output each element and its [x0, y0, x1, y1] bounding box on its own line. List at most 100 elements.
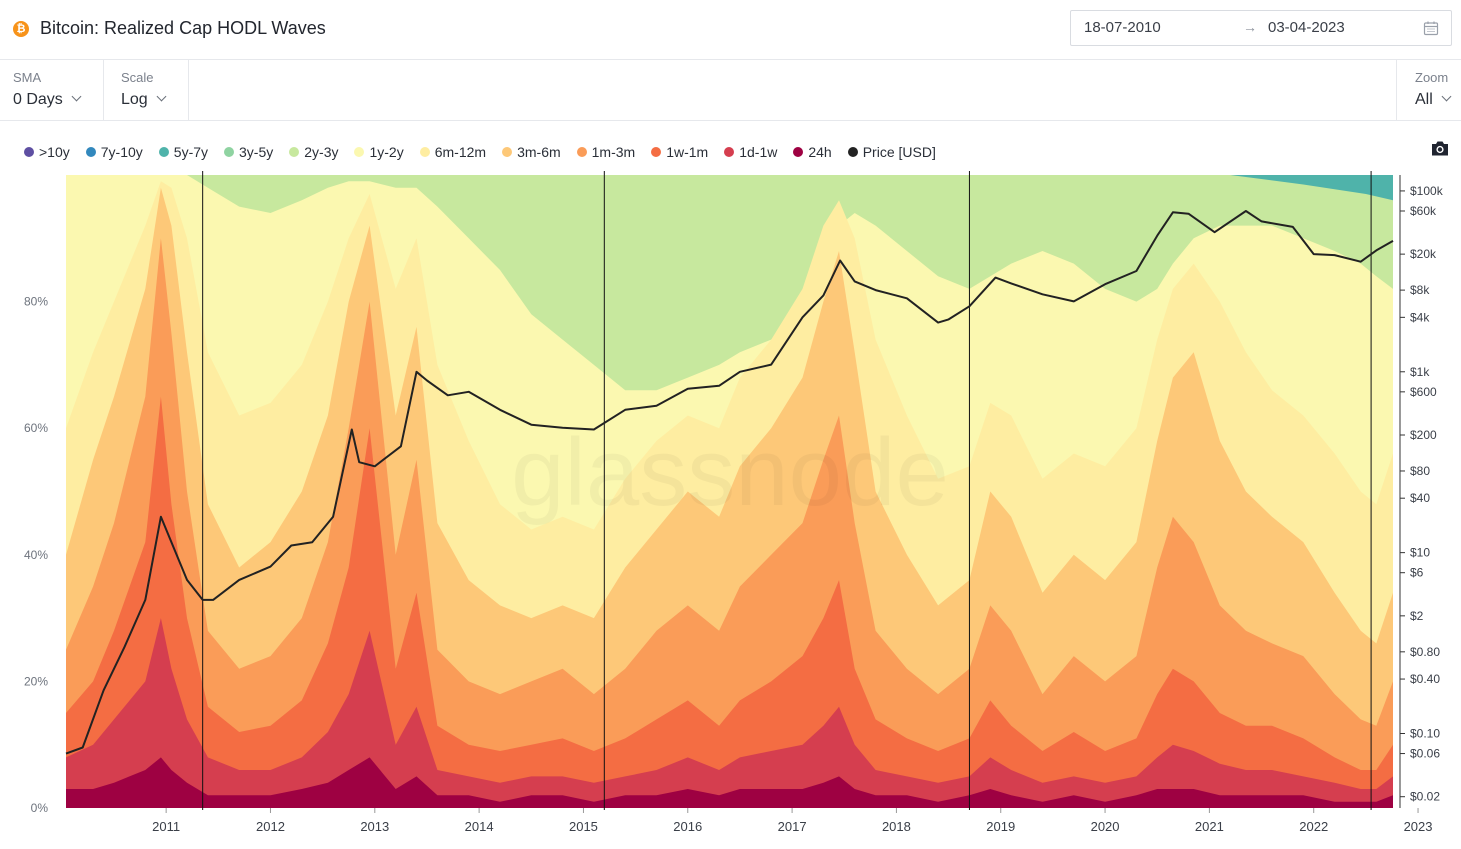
y-right-tick-label: $100k: [1410, 184, 1444, 198]
x-tick-label: 2022: [1299, 819, 1328, 834]
page-title: Bitcoin: Realized Cap HODL Waves: [40, 18, 326, 38]
legend-item[interactable]: >10y: [24, 144, 70, 160]
chevron-down-icon: [1441, 91, 1452, 102]
camera-icon[interactable]: [1430, 140, 1450, 157]
legend-label: 1w-1m: [666, 144, 709, 160]
x-tick-label: 2021: [1195, 819, 1224, 834]
y-right-tick-label: $0.06: [1410, 747, 1440, 761]
y-right-tick-label: $0.02: [1410, 790, 1440, 804]
y-right-tick-label: $0.10: [1410, 726, 1440, 740]
zoom-label: Zoom: [1415, 70, 1449, 85]
y-right-tick-label: $4k: [1410, 310, 1430, 324]
y-right-tick-label: $10: [1410, 546, 1430, 560]
y-left-tick-label: 0%: [31, 801, 49, 815]
y-right-tick-label: $2: [1410, 609, 1424, 623]
old-cohort-bands: [1230, 175, 1393, 201]
band-24h: [66, 757, 1393, 808]
sma-value[interactable]: 0 Days: [13, 91, 82, 109]
band-5y-7y: [1230, 175, 1393, 201]
legend-label: 1y-2y: [369, 144, 404, 160]
legend-label: 3y-5y: [239, 144, 274, 160]
calendar-icon[interactable]: [1423, 20, 1439, 36]
legend-dot: [724, 147, 735, 157]
x-tick-label: 2016: [673, 819, 702, 834]
legend-label: 1d-1w: [739, 144, 778, 160]
y-right-tick-label: $8k: [1410, 283, 1430, 297]
x-tick-label: 2013: [360, 819, 389, 834]
legend-dot: [419, 147, 430, 157]
chevron-down-icon: [71, 91, 82, 102]
legend-item[interactable]: 5y-7y: [158, 144, 208, 160]
legend-item[interactable]: 1m-3m: [576, 144, 636, 160]
y-right-tick-label: $200: [1410, 428, 1437, 442]
legend-label: 24h: [808, 144, 832, 160]
x-tick-label: 2015: [569, 819, 598, 834]
y-right-tick-label: $80: [1410, 464, 1430, 478]
y-left-tick-label: 40%: [24, 548, 48, 562]
y-right-tick-label: $0.40: [1410, 672, 1440, 686]
legend-label: 6m-12m: [434, 144, 487, 160]
chart-legend: >10y 7y-10y 5y-7y 3y-5y 2y-3y 1y-2y 6m-12m 3m-6…: [24, 142, 952, 162]
legend-dot: [289, 147, 300, 157]
legend-dot: [651, 147, 662, 157]
sma-label: SMA: [13, 70, 42, 85]
legend-dot: [85, 147, 96, 157]
zoom-selector[interactable]: Zoom All: [1396, 60, 1461, 120]
zoom-value[interactable]: All: [1415, 91, 1452, 109]
band-1w-1m: [66, 396, 1393, 808]
legend-dot: [224, 147, 235, 157]
scale-selector[interactable]: Scale Log: [104, 60, 189, 120]
sma-selector[interactable]: SMA 0 Days: [0, 60, 104, 120]
legend-item[interactable]: 1d-1w: [724, 144, 777, 160]
legend-item[interactable]: 3m-6m: [502, 144, 561, 160]
legend-item[interactable]: 1w-1m: [651, 144, 708, 160]
legend-dot: [847, 147, 858, 157]
legend-item[interactable]: 24h: [793, 144, 832, 160]
sma-value-text: 0 Days: [13, 91, 63, 108]
price-line: [65, 210, 1394, 755]
legend-dot: [158, 147, 169, 157]
legend-dot: [576, 147, 587, 157]
legend-item[interactable]: 6m-12m: [419, 144, 487, 160]
watermark: glassnode: [511, 419, 949, 526]
date-from-input[interactable]: 18-07-2010: [1084, 19, 1161, 36]
legend-label: 3m-6m: [517, 144, 561, 160]
legend-item[interactable]: 2y-3y: [289, 144, 338, 160]
legend-item[interactable]: Price [USD]: [847, 144, 936, 160]
y-left-tick-label: 60%: [24, 421, 48, 435]
x-tick-label: 2023: [1404, 819, 1433, 834]
legend-item[interactable]: 3y-5y: [224, 144, 273, 160]
y-right-tick-label: $600: [1410, 385, 1437, 399]
band-1d-1w: [66, 618, 1393, 808]
y-right-tick-label: $40: [1410, 491, 1430, 505]
arrow-right-icon: →: [1243, 19, 1257, 35]
legend-label: 2y-3y: [304, 144, 339, 160]
scale-value[interactable]: Log: [121, 91, 167, 109]
x-tick-label: 2018: [882, 819, 911, 834]
y-right-tick-label: $1k: [1410, 365, 1430, 379]
y-right-tick-label: $60k: [1410, 204, 1437, 218]
scale-value-text: Log: [121, 91, 148, 108]
chevron-down-icon: [156, 91, 167, 102]
legend-dot: [502, 147, 513, 157]
header: ₿ Bitcoin: Realized Cap HODL Waves 18-07…: [0, 0, 1461, 60]
scale-label: Scale: [121, 70, 154, 85]
legend-label: 7y-10y: [100, 144, 143, 160]
hodl-waves-chart[interactable]: glassnode 0% 20% 40% 60% 80% $0.02 $0.06 $0.10 $0…: [0, 165, 1461, 849]
date-range-picker[interactable]: 18-07-2010 → 03-04-2023: [1070, 10, 1452, 46]
date-to-input[interactable]: 03-04-2023: [1268, 19, 1345, 36]
legend-item[interactable]: 7y-10y: [85, 144, 143, 160]
band-areas: [66, 175, 1393, 809]
legend-item[interactable]: 1y-2y: [354, 144, 404, 160]
y-right-tick-label: $6: [1410, 566, 1424, 580]
legend-dot: [24, 147, 34, 157]
toolbar: SMA 0 Days Scale Log Zoom All: [0, 60, 1461, 121]
y-right-tick-label: $20k: [1410, 247, 1437, 261]
legend-label: 1m-3m: [591, 144, 636, 160]
x-tick-label: 2017: [778, 819, 807, 834]
legend-label: Price [USD]: [862, 144, 936, 160]
x-tick-label: 2020: [1091, 819, 1120, 834]
y-right-tick-label: $0.80: [1410, 645, 1440, 659]
legend-dot: [793, 147, 804, 157]
zoom-value-text: All: [1415, 91, 1433, 108]
